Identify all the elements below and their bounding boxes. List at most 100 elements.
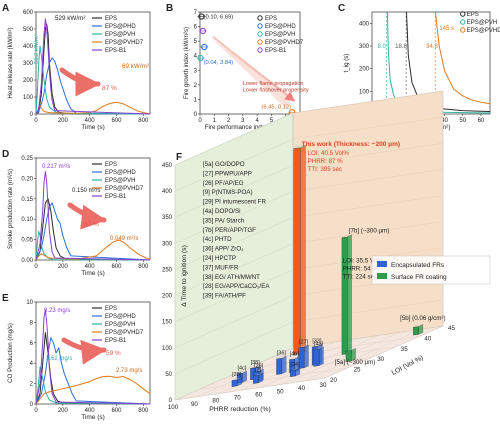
panel-letter: D: [2, 149, 9, 160]
bar-thiswork-top: [293, 145, 306, 149]
legend-marker: [460, 19, 466, 25]
legend-entry: EPS-B1: [105, 194, 127, 200]
y-axis-label: CO Production (mg/s): [7, 323, 14, 383]
point-label: (0.04, 3.84): [204, 60, 234, 66]
reference-entry: [38] EG/ ATH/MWNT: [203, 274, 260, 281]
series-line-eps-pvhd7: [435, 11, 491, 105]
x-tick-label: 200: [58, 118, 69, 124]
bar-33-top: [312, 344, 322, 348]
y-axis-label: Heat release rate (kW/m²): [7, 27, 14, 98]
bar-label: [2]: [255, 367, 262, 373]
grid-line: [292, 221, 444, 244]
bar-5a-top: [345, 348, 356, 352]
y-axis-label: Fire growth index (kW/m²s): [184, 27, 190, 99]
grid-line: [292, 195, 444, 218]
legend-marker: [460, 27, 466, 33]
bar-5b: [413, 326, 419, 336]
bar-thiswork-side: [300, 145, 306, 355]
grid-line: [174, 217, 294, 270]
reference-entry: [4c] PHTD: [203, 236, 232, 243]
y-tick-label: 0: [30, 112, 34, 118]
series-line-eps: [35, 198, 151, 261]
y-tick-label: 0.25: [21, 156, 33, 162]
reference-entry: [24] HPCTP: [203, 255, 236, 262]
annotation-peak: 9.23 mg/s: [44, 308, 70, 314]
annotation-qmin: 18.8: [395, 44, 407, 50]
point-label: (6.45, 0.12): [261, 104, 291, 110]
bar-7b: [341, 236, 348, 355]
legend-entry: EPS: [265, 16, 277, 22]
z-tick-label: 150: [162, 320, 173, 326]
y-tick-label: 100: [23, 95, 34, 101]
legend-entry: EPS@PVH: [105, 178, 135, 184]
series-line-eps-pvhd7: [35, 101, 151, 115]
bar-7b-top: [341, 234, 352, 238]
z-axis-label: Δ Time to ignition (s): [181, 245, 188, 307]
x-tick-label: 2: [227, 118, 231, 124]
bar-5a-side: [351, 348, 356, 362]
trend-arrow: [212, 35, 296, 102]
x-axis-label: Time (s): [81, 270, 105, 277]
loi-tick-label: 45: [448, 325, 455, 332]
improvement-wedge: [211, 38, 293, 109]
reference-entry: [5a] GO/DOPO: [203, 161, 245, 168]
callout-ref7b: [7b] (~300 μm): [349, 227, 390, 234]
legend-entry: EPS: [467, 12, 479, 18]
x-tick-label: 1: [213, 118, 217, 124]
reference-entry: [27] PPWPU/APP: [203, 170, 252, 177]
bar-24-side: [295, 367, 301, 377]
phrr-tick-label: 40: [298, 385, 305, 392]
x-tick-label: 0: [198, 118, 202, 124]
bar-7b-side: [347, 234, 352, 355]
annotation-low: 50.2 kW/m²: [34, 34, 40, 64]
z-tick-label: 50: [165, 372, 172, 378]
y-tick-label: 4: [194, 54, 198, 60]
legend-entry: EPS-B1: [265, 48, 287, 54]
grid-line: [174, 347, 294, 401]
callout-ref7b: PHRR: 54 %: [343, 265, 379, 272]
grid-line: [174, 295, 294, 348]
legend-entry: EPS@PVHD7: [105, 40, 144, 46]
x-tick-label: 0: [34, 118, 38, 124]
y-tick-label: 0.10: [21, 217, 33, 223]
reference-entry: [29] PI intumescent FR: [203, 199, 266, 206]
legend-entry: EPS@PVHD7: [265, 40, 304, 46]
annotation-percent: 59 %: [106, 350, 121, 357]
reference-entry: [37] MUF/FR: [203, 264, 239, 271]
reduction-arrow: [61, 337, 107, 365]
panel-letter: C: [338, 3, 345, 14]
grid-line: [292, 299, 444, 323]
loi-tick-label: 30: [377, 356, 384, 363]
bar-label: [4c]: [237, 365, 246, 371]
y-tick-label: 2: [30, 382, 34, 388]
bar-4c-side: [242, 370, 247, 383]
plot-frame: [35, 301, 151, 405]
phrr-tick-label: 90: [191, 401, 198, 408]
grid-line: [174, 138, 294, 192]
phrr-axis-label: PHRR reduction (%): [209, 406, 271, 413]
series-line-eps-pvhd7: [35, 375, 151, 405]
loi-axis-label: LOI (Vol %): [391, 354, 425, 377]
legend-marker: [257, 23, 263, 29]
bar-label: [33]: [312, 339, 322, 345]
annotation-percent: 87 %: [102, 85, 117, 92]
loi-tick-label: 25: [354, 367, 361, 374]
grid-line: [282, 332, 401, 385]
grid-line: [174, 321, 294, 375]
series-line-eps-b1: [35, 309, 151, 405]
y-tick-label: 6: [30, 341, 34, 347]
z-tick-label: 0: [169, 398, 173, 404]
y-tick-label: 0.20: [21, 176, 33, 182]
reduction-arrow: [67, 202, 107, 230]
grid-line: [303, 328, 422, 382]
x-tick-label: 400: [85, 264, 96, 270]
point-label: (0.10, 6.69): [204, 15, 234, 21]
y-tick-label: 0: [30, 402, 34, 408]
series-line-eps-b1: [35, 171, 151, 261]
phrr-tick-label: 70: [234, 395, 241, 402]
x-tick-label: 60: [478, 118, 485, 124]
y-tick-label: 3: [194, 68, 198, 74]
annotation-pvhd7: 2.73 mg/s: [116, 368, 142, 374]
grid-line: [174, 165, 294, 218]
y-tick-label: 4: [30, 361, 34, 367]
